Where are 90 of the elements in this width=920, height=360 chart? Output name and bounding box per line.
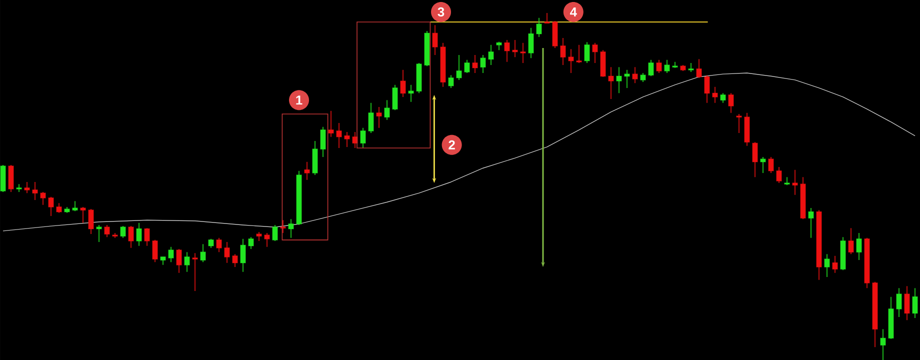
candlestick	[8, 164, 14, 192]
candlestick	[336, 122, 342, 148]
candlestick	[328, 110, 334, 138]
candlestick	[272, 224, 278, 242]
candlestick	[728, 92, 734, 114]
candlestick	[240, 238, 246, 272]
candlestick	[216, 237, 222, 252]
candlestick	[552, 20, 558, 48]
candlestick	[656, 59, 662, 74]
candlestick	[144, 228, 150, 246]
candlestick	[472, 54, 478, 74]
candlestick	[88, 208, 94, 234]
candlestick	[192, 252, 198, 292]
candlestick	[408, 84, 414, 102]
candlestick	[72, 200, 78, 212]
candlestick	[480, 54, 486, 74]
candlestick	[24, 181, 30, 194]
candlestick	[392, 84, 398, 110]
candlestick	[880, 328, 886, 360]
candlestick	[664, 59, 670, 74]
candlestick	[48, 196, 54, 216]
candlestick	[32, 181, 38, 200]
candlestick	[808, 207, 814, 238]
candlestick	[80, 206, 86, 224]
candlestick	[104, 224, 110, 238]
candlestick	[648, 59, 654, 76]
candlestick	[856, 232, 862, 260]
candlestick	[528, 27, 534, 58]
candlestick	[584, 42, 590, 64]
annotation: 1	[296, 95, 302, 104]
candlestick	[832, 255, 838, 274]
candlestick	[784, 176, 790, 186]
candlestick	[752, 141, 758, 178]
candlestick	[704, 74, 710, 104]
candlestick	[288, 218, 294, 238]
candlestick	[304, 161, 310, 180]
candlestick	[616, 66, 622, 94]
candlestick	[344, 131, 350, 148]
candlestick	[456, 54, 462, 80]
candlestick	[560, 37, 566, 66]
candlestick	[624, 69, 630, 88]
candlestick	[360, 127, 366, 148]
candlestick	[824, 254, 830, 278]
candlestick	[176, 248, 182, 274]
candlestick	[912, 288, 918, 318]
candlestick	[640, 72, 646, 82]
candlestick	[208, 238, 214, 248]
candlestick	[632, 66, 638, 84]
candlestick	[168, 246, 174, 262]
candlestick	[776, 166, 782, 184]
candlestick	[384, 100, 390, 120]
candlestick	[152, 239, 158, 262]
candlestick	[736, 113, 742, 134]
candlestick	[712, 86, 718, 104]
candlestick	[320, 126, 326, 158]
annotation: 3	[438, 7, 444, 16]
annotation: 4	[570, 7, 577, 16]
candlestick	[536, 17, 542, 38]
candlestick	[184, 251, 190, 272]
candlestick	[232, 254, 238, 268]
candlestick	[488, 44, 494, 66]
candlestick	[256, 231, 262, 242]
candlestick	[400, 69, 406, 98]
candlestick	[200, 244, 206, 262]
annotation: 2	[448, 140, 455, 150]
candlestick	[792, 169, 798, 196]
candlestick	[40, 191, 46, 206]
candlestick	[432, 24, 438, 56]
candlestick	[896, 288, 902, 318]
candlestick	[224, 241, 230, 264]
candlestick	[592, 42, 598, 64]
candlestick	[128, 225, 134, 248]
candlestick	[768, 156, 774, 174]
candlestick	[544, 12, 550, 24]
candlestick	[120, 225, 126, 238]
candlestick	[448, 74, 454, 88]
candlestick	[56, 202, 62, 214]
candlestick	[312, 140, 318, 176]
candlestick	[248, 236, 254, 250]
candlestick	[136, 222, 142, 246]
candlestick	[720, 92, 726, 104]
candlestick	[504, 39, 510, 62]
candlestick	[608, 66, 614, 100]
candlestick	[376, 106, 382, 128]
candlestick	[368, 102, 374, 134]
candlestick	[696, 58, 702, 78]
candlestick	[568, 48, 574, 74]
candlestick	[464, 59, 470, 74]
candlestick	[904, 285, 910, 320]
candlestick	[848, 228, 854, 254]
